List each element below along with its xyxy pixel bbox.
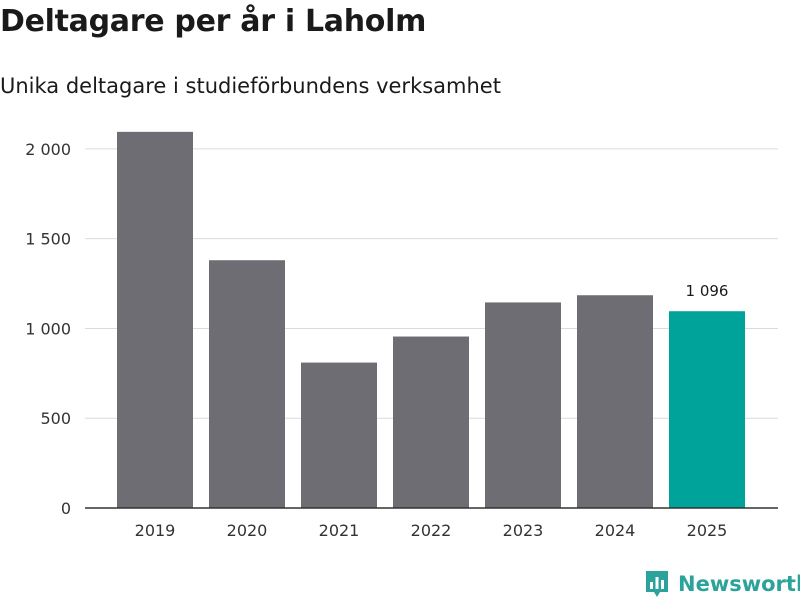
data-label: 1 096 (686, 282, 729, 300)
bar (301, 362, 377, 508)
bar (577, 295, 653, 508)
newsworthy-logo: Newsworthy (644, 569, 800, 599)
bar (393, 336, 469, 508)
bar (117, 131, 193, 508)
y-tick-label: 2 000 (25, 140, 71, 159)
y-tick-label: 1 000 (25, 319, 71, 338)
y-tick-label: 0 (61, 499, 71, 518)
bar (209, 260, 285, 508)
newsworthy-logo-icon (646, 571, 668, 597)
x-tick-label: 2021 (319, 521, 360, 540)
x-tick-label: 2022 (411, 521, 452, 540)
chart-subtitle: Unika deltagare i studieförbundens verks… (0, 74, 501, 98)
bar (669, 311, 745, 508)
y-tick-label: 500 (40, 409, 71, 428)
bar (485, 302, 561, 508)
chart-title: Deltagare per år i Laholm (0, 4, 427, 39)
x-tick-label: 2023 (503, 521, 544, 540)
x-tick-label: 2020 (227, 521, 268, 540)
y-tick-label: 1 500 (25, 230, 71, 249)
x-tick-label: 2024 (595, 521, 636, 540)
x-tick-label: 2025 (687, 521, 728, 540)
x-tick-label: 2019 (135, 521, 176, 540)
newsworthy-logo-text: Newsworthy (678, 572, 800, 596)
